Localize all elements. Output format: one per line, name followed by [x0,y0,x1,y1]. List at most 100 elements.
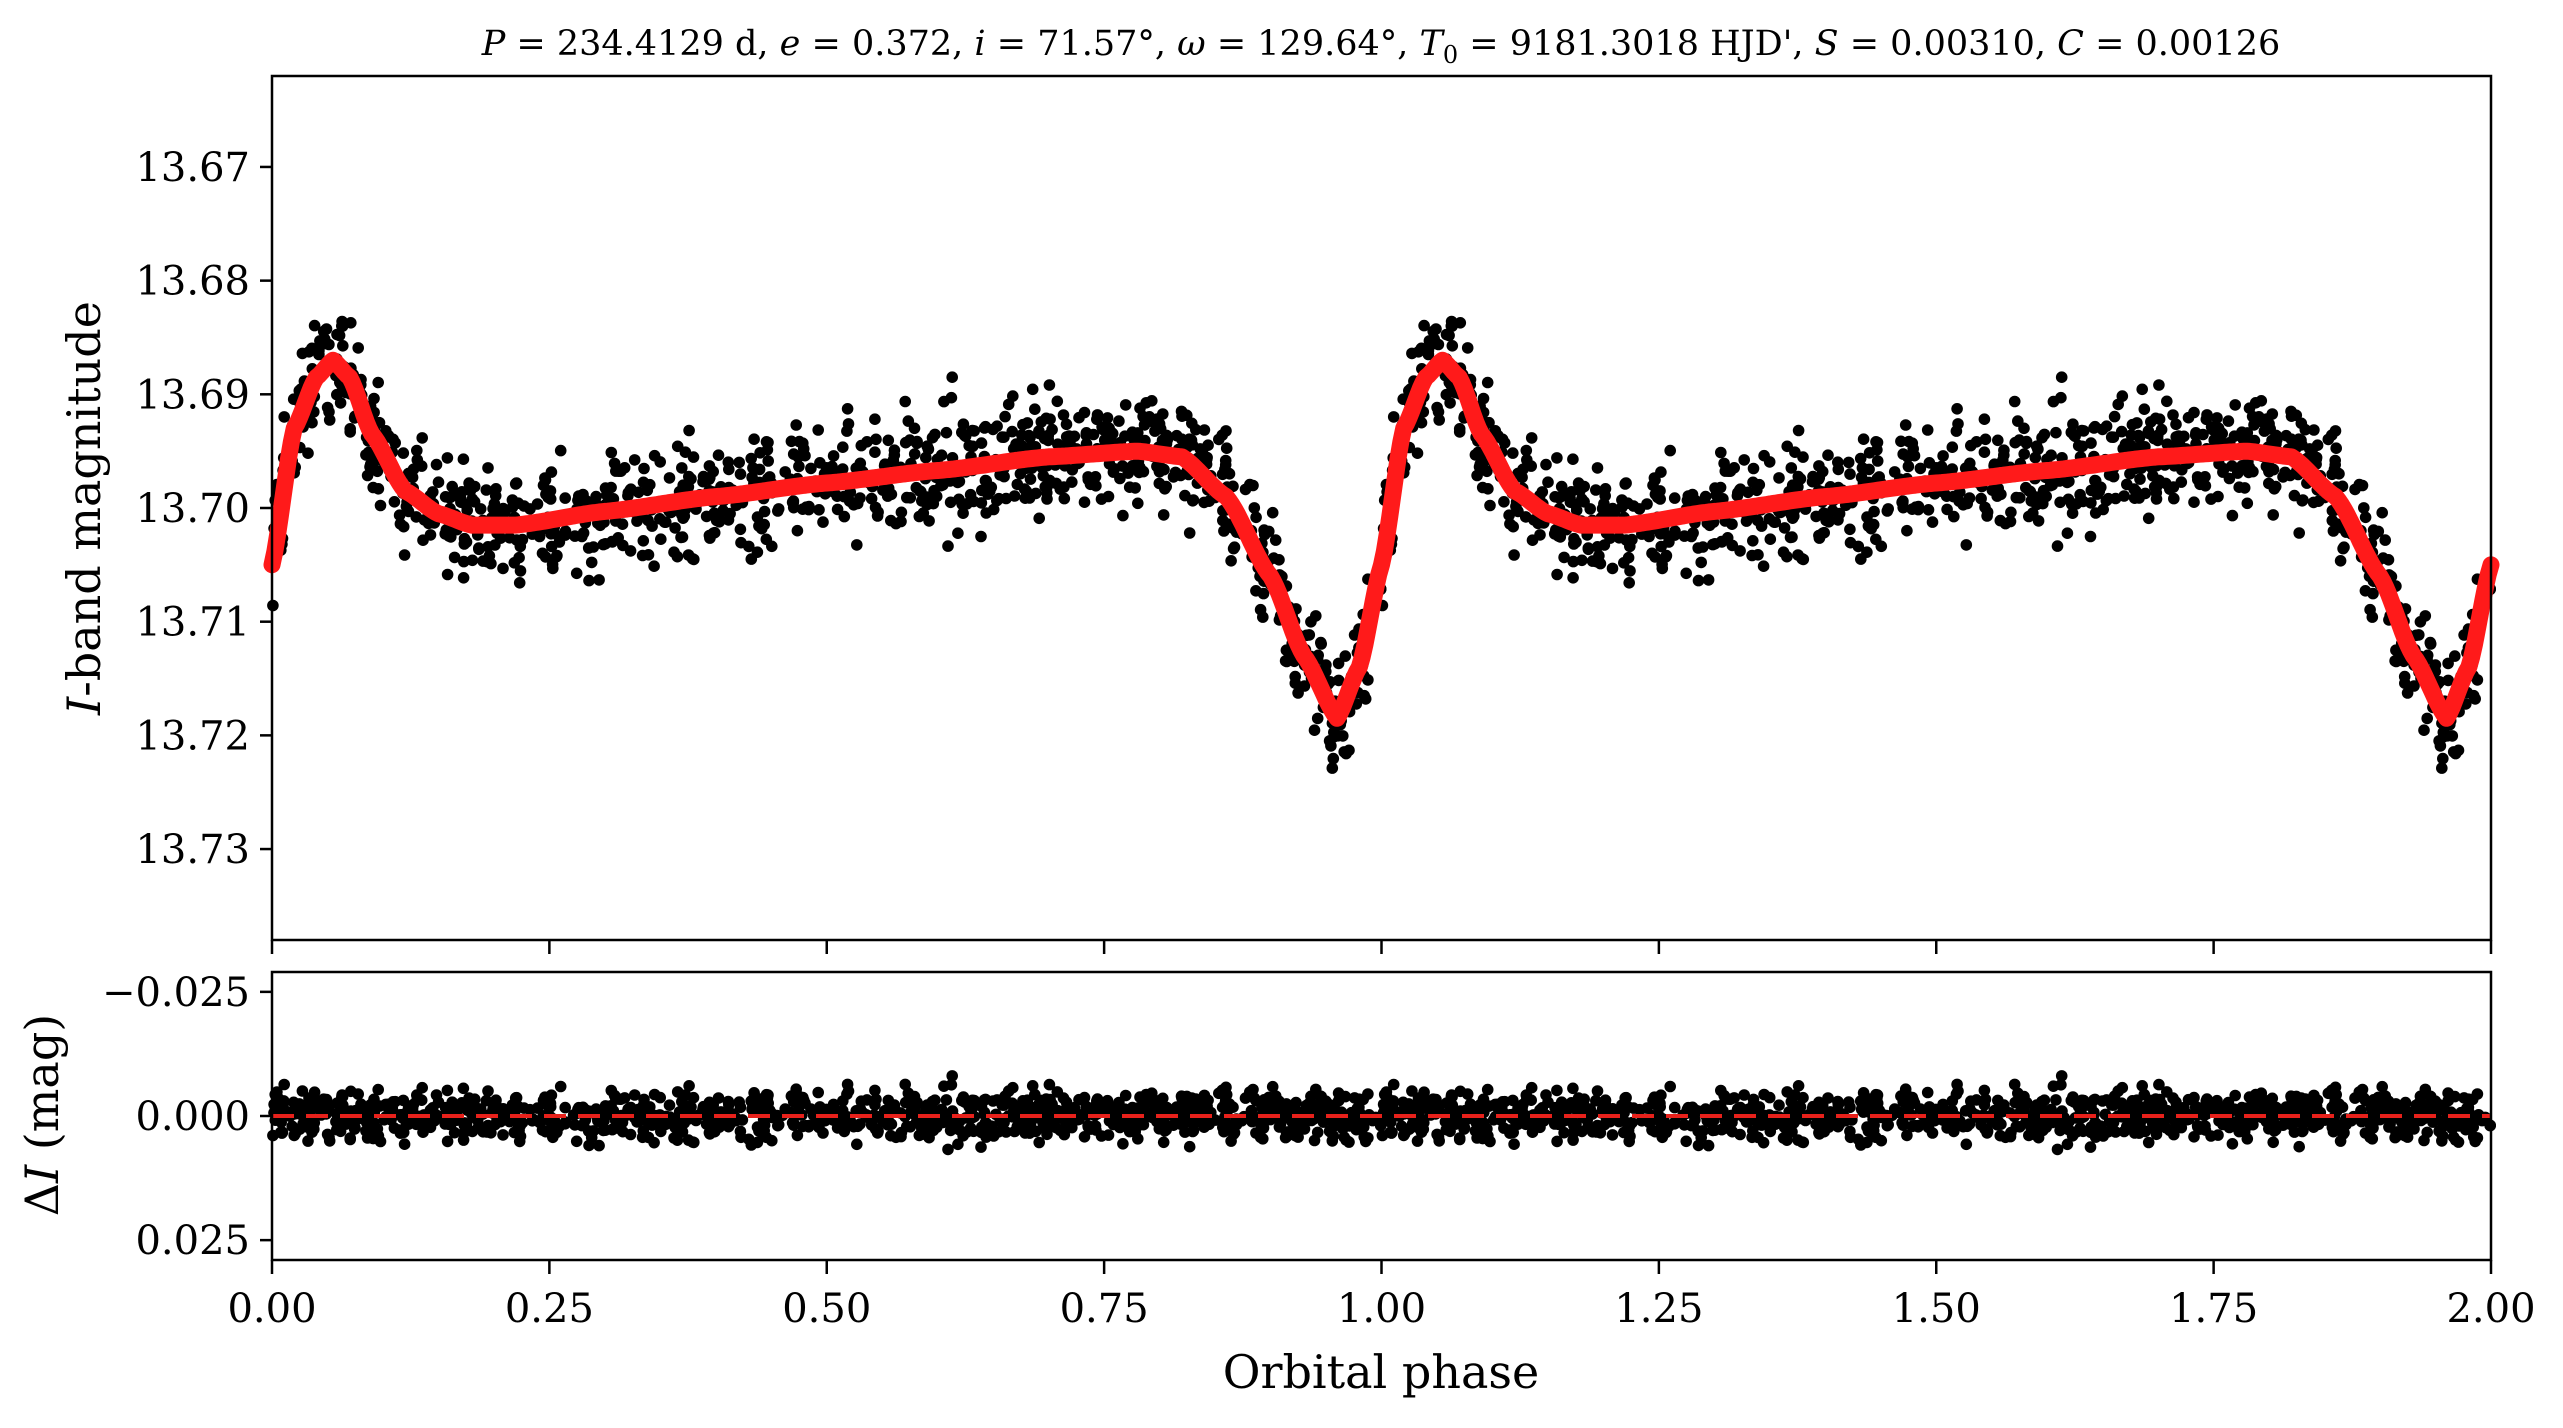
residual-point [2054,1124,2066,1137]
residual-point [2433,1099,2446,1111]
light-curve-point [979,474,992,487]
residual-point [1519,1118,1532,1131]
light-curve-point [336,315,348,328]
residual-point [480,1094,493,1107]
light-curve-point [1002,398,1015,411]
residual-point [1289,1129,1302,1142]
light-curve-point [964,488,977,501]
residual-point [708,1125,721,1138]
light-curve-point [1861,511,1873,523]
light-curve-point [2238,482,2251,494]
residual-point [928,1118,940,1131]
residual-point [663,1099,676,1111]
residual-point [1844,1125,1856,1138]
residual-point [2205,1130,2217,1142]
light-curve-point [637,535,650,547]
light-curve-point [1669,525,1681,537]
light-curve-point [1273,554,1285,566]
light-curve-point [663,472,676,484]
light-curve-point [2253,411,2265,423]
light-curve-point [669,522,681,534]
residual-point [1108,1117,1121,1129]
residual-point [2421,1126,2433,1139]
light-curve-point [676,462,688,474]
bottom-x-tick-label: 2.00 [2446,1286,2535,1332]
light-curve-point [922,443,935,456]
light-curve-point [2155,423,2168,436]
light-curve-point [929,428,941,441]
residual-point [1599,1094,1612,1106]
residual-point [2241,1133,2254,1145]
residual-point [411,1089,423,1101]
residual-point [1406,1085,1418,1097]
residual-point [1017,1095,1029,1107]
residual-point [559,1101,571,1114]
light-curve-point [457,453,470,466]
residual-point [654,1091,666,1104]
residual-point [2014,1121,2026,1133]
residual-point [1033,1099,1046,1112]
residual-point [1305,1090,1317,1103]
light-curve-point [1308,724,1321,736]
residual-point [1403,1098,1415,1110]
residual-point [2366,1133,2379,1145]
light-curve-point [1871,436,1884,449]
light-curve-point [1024,473,1037,485]
light-curve-point [2190,427,2202,439]
residual-point [2390,1130,2402,1143]
light-curve-point [1678,530,1691,542]
light-curve-point [942,540,954,552]
light-curve-point [1017,418,1029,431]
light-curve-point [1622,551,1635,564]
light-curve-point [1534,529,1546,541]
light-curve-point [443,527,455,540]
light-curve-point [2376,506,2388,519]
light-curve-point [1489,425,1502,437]
residual-point [2399,1129,2411,1142]
bottom-y-tick-label: −0.025 [102,970,250,1016]
residual-point [1312,1098,1324,1111]
residual-point [539,1125,552,1138]
light-curve-point [760,533,773,546]
light-curve-point [1132,497,1144,510]
residual-point [1906,1091,1919,1104]
light-curve-point [1258,524,1270,536]
light-curve-point [2018,448,2030,460]
residual-point [334,1125,347,1138]
residual-point [2414,1090,2427,1103]
light-curve-point [745,452,757,465]
residual-point [1871,1105,1884,1117]
residual-point [1912,1121,1924,1133]
residual-point [1183,1100,1196,1112]
light-curve-point [1091,409,1104,421]
light-curve-point [1000,492,1012,505]
residual-point [599,1124,612,1136]
light-curve-point [1042,433,1054,446]
residual-point [1591,1119,1604,1132]
residual-point [1256,1101,1268,1113]
residual-point [2037,1118,2050,1131]
residual-point [393,1124,406,1136]
light-curve-point [791,524,804,537]
light-curve-point [1763,456,1776,468]
light-curve-point [703,460,716,472]
light-curve-point [747,462,759,474]
light-curve-point [1792,424,1805,437]
residual-point [1994,1129,2007,1142]
light-curve-point [1854,452,1867,465]
bottom-panel-frame [270,970,2493,1262]
residual-point [497,1129,509,1141]
residual-point [1157,1136,1170,1149]
residual-point [380,1098,392,1111]
residual-point [1507,1094,1519,1107]
light-curve-point [1039,481,1051,493]
light-curve-point [406,471,419,484]
light-curve-point [2005,506,2017,519]
residual-point [1043,1078,1056,1091]
light-curve-point [675,531,687,544]
light-curve-point [682,481,695,493]
top-panel-frame [270,74,2493,942]
residual-point [668,1132,680,1144]
residual-point [1619,1092,1632,1104]
light-curve-point [1664,444,1676,457]
